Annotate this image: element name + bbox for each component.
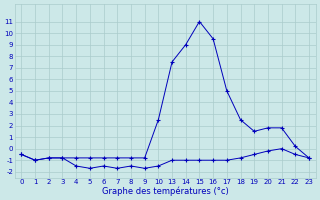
X-axis label: Graphe des températures (°c): Graphe des températures (°c) bbox=[102, 186, 228, 196]
